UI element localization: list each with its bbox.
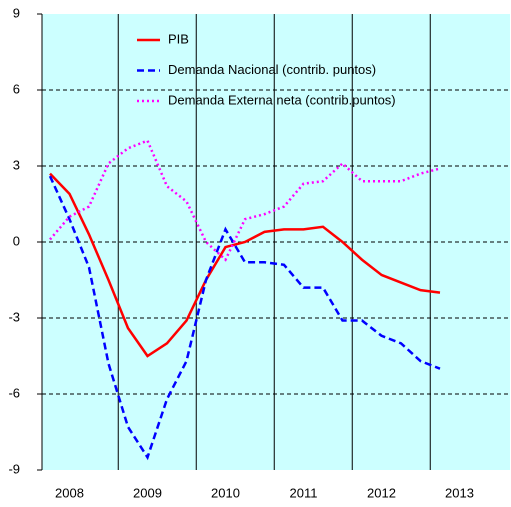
y-tick-label: -3	[8, 309, 20, 324]
x-tick-label: 2009	[133, 485, 162, 500]
x-tick-label: 2013	[445, 485, 474, 500]
series-line	[49, 139, 441, 262]
y-tick-label: 6	[13, 81, 20, 96]
series-line	[48, 175, 441, 461]
x-tick-label: 2010	[211, 485, 240, 500]
legend-label: Demanda Nacional (contrib. puntos)	[168, 62, 376, 77]
y-tick-label: 0	[13, 233, 20, 248]
legend-label: Demanda Externa neta (contrib.puntos)	[168, 92, 396, 107]
y-tick-label: 3	[13, 157, 20, 172]
series-line	[49, 172, 441, 358]
y-tick-label: -9	[8, 461, 20, 476]
legend-label: PIB	[168, 31, 189, 46]
y-tick-label: -6	[8, 385, 20, 400]
x-tick-label: 2011	[290, 485, 318, 500]
x-tick-label: 2012	[367, 485, 396, 500]
y-tick-label: 9	[13, 5, 20, 20]
x-tick-label: 2008	[55, 485, 84, 500]
